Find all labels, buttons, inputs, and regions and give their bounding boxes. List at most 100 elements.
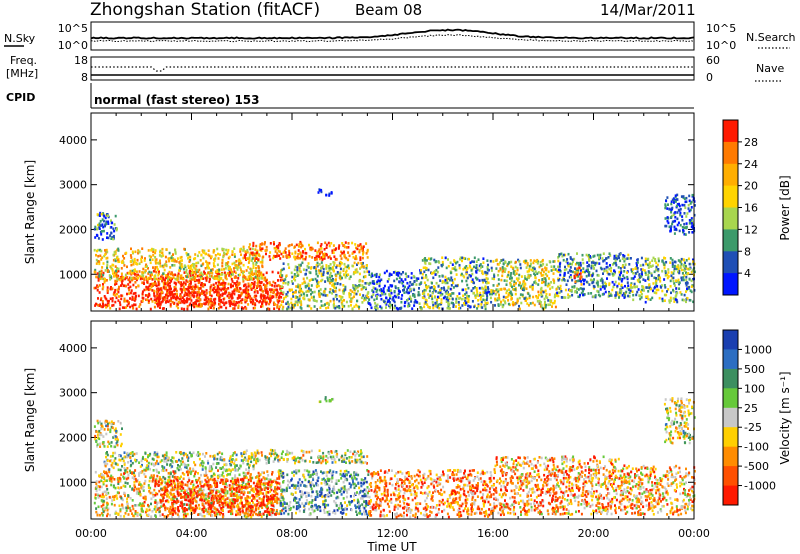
velocity-cell <box>100 433 103 437</box>
power-cell <box>356 299 358 303</box>
power-cell <box>365 242 368 245</box>
power-cell <box>350 300 353 304</box>
power-cell <box>693 270 696 274</box>
power-cell <box>351 252 354 255</box>
power-cell <box>674 260 677 264</box>
power-cell <box>577 295 580 298</box>
power-cell <box>228 267 230 270</box>
power-cell <box>150 255 152 259</box>
power-cell <box>333 248 336 252</box>
velocity-cell <box>226 484 229 488</box>
power-cell <box>582 267 585 270</box>
power-cell <box>591 281 594 285</box>
power-cell <box>441 260 444 264</box>
power-cell <box>648 262 651 266</box>
power-cell <box>158 254 161 257</box>
power-cell <box>434 296 436 299</box>
power-cell <box>329 275 331 279</box>
power-cell <box>341 303 344 306</box>
power-cell <box>148 270 151 274</box>
power-cell <box>305 268 308 272</box>
power-cell <box>647 263 649 267</box>
power-cell <box>516 279 519 282</box>
power-cell <box>135 270 138 273</box>
velocity-cell <box>182 513 185 517</box>
power-cell <box>297 249 300 252</box>
power-cell <box>602 272 604 275</box>
power-cell <box>395 272 398 275</box>
velocity-cell <box>111 426 114 430</box>
power-cell <box>331 266 334 269</box>
power-cell <box>347 273 350 277</box>
power-cell <box>94 236 97 239</box>
power-cell <box>218 270 221 273</box>
power-cell <box>664 274 667 277</box>
power-cell <box>275 254 278 258</box>
power-cell <box>242 249 245 252</box>
power-cell <box>362 247 364 250</box>
power-cell <box>348 254 351 258</box>
power-cell <box>647 266 650 269</box>
power-cell <box>97 237 100 240</box>
power-cell <box>519 293 522 296</box>
power-cell <box>152 282 155 286</box>
power-cell <box>526 276 529 279</box>
power-cell <box>552 260 555 263</box>
power-cell <box>243 275 246 278</box>
power-cell <box>165 281 168 285</box>
velocity-cell <box>252 501 254 504</box>
power-cell <box>591 279 594 282</box>
noise-right-bottom-tick: 10^0 <box>706 39 736 52</box>
power-cell <box>223 268 226 271</box>
power-cell <box>592 267 595 270</box>
power-cell <box>319 269 322 273</box>
power-cell <box>170 256 173 260</box>
power-cell <box>676 223 679 227</box>
power-cell <box>264 289 267 292</box>
power-cell <box>623 293 626 297</box>
power-cell <box>167 257 170 260</box>
power-cell <box>434 290 437 293</box>
power-cell <box>159 277 162 280</box>
power-cell <box>376 295 378 298</box>
power-cell <box>251 298 254 302</box>
power-cell <box>112 258 115 262</box>
power-cell <box>460 297 463 301</box>
power-cell <box>563 273 566 277</box>
power-cell <box>356 263 358 266</box>
power-cell <box>107 304 110 307</box>
power-cell <box>206 275 208 279</box>
power-cell <box>359 243 362 246</box>
power-cell <box>444 290 447 294</box>
power-cell <box>121 306 124 309</box>
power-cell <box>141 256 143 259</box>
velocity-cell <box>120 442 123 446</box>
frequency-panel: Freq. [MHz] 18 8 60 0 Nave <box>6 54 784 84</box>
power-cell <box>640 292 643 296</box>
velocity-cell <box>110 422 113 426</box>
power-cell <box>130 278 133 282</box>
power-cell <box>434 302 437 305</box>
velocity-cell <box>96 445 99 448</box>
power-cell <box>157 281 160 284</box>
power-cell <box>239 250 242 253</box>
power-cell <box>670 200 673 203</box>
power-cell <box>375 306 378 310</box>
power-cell <box>538 299 541 303</box>
power-cell <box>193 305 196 309</box>
power-cell <box>187 257 190 260</box>
power-cell <box>262 255 265 259</box>
power-cell <box>190 291 193 294</box>
power-cell <box>197 287 200 290</box>
power-cell <box>213 275 216 278</box>
power-cell <box>655 261 658 265</box>
power-cell <box>235 263 238 267</box>
power-cell <box>304 251 307 255</box>
power-cell <box>300 293 303 297</box>
power-cell <box>105 248 108 252</box>
power-cell <box>298 297 301 301</box>
power-cell <box>152 250 155 254</box>
power-cell <box>351 296 354 300</box>
power-cell <box>104 269 107 272</box>
power-cell <box>573 274 576 278</box>
